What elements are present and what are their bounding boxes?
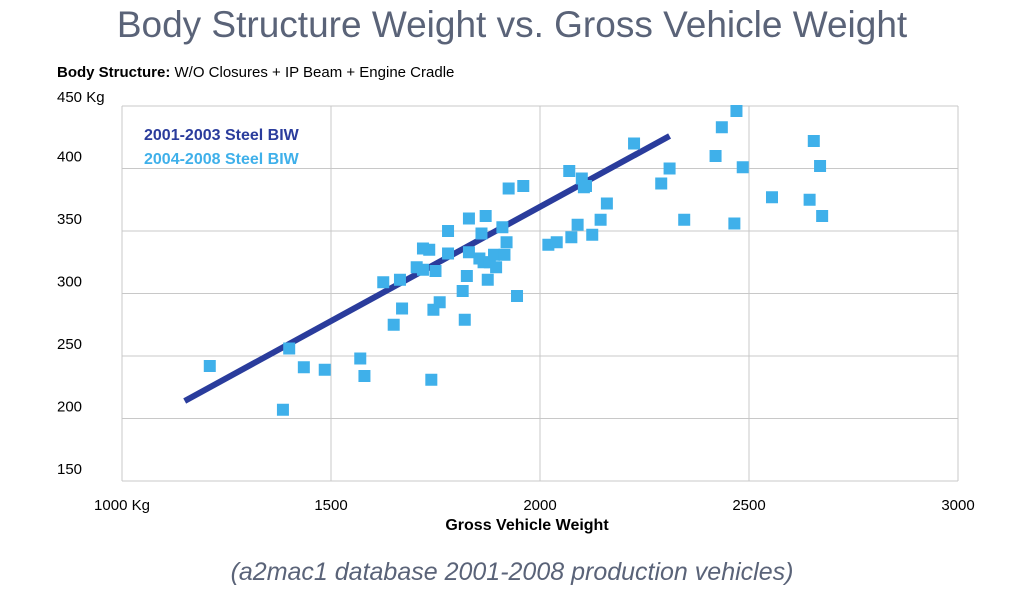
chart-subtitle: Body Structure: W/O Closures + IP Beam +… <box>57 64 454 81</box>
data-point-2004-2008 <box>816 210 829 222</box>
data-point-2004-2008 <box>393 273 406 286</box>
tick-labels: 1000 Kg 1500 2000 2500 3000 150 200 250 300 350 40… <box>57 89 975 514</box>
data-point-2004-2008 <box>765 191 778 204</box>
data-point-2004-2008 <box>550 236 563 249</box>
data-point-2004-2008 <box>481 273 494 286</box>
data-point-2004-2008 <box>586 228 599 241</box>
data-point-2004-2008 <box>377 276 390 289</box>
data-point-2004-2008 <box>496 221 509 234</box>
data-point-2004-2008 <box>354 352 367 365</box>
data-point-2004-2008 <box>736 161 749 174</box>
y-tick-label: 450 Kg <box>57 89 105 106</box>
data-point-2004-2008 <box>628 137 641 150</box>
data-point-2004-2008 <box>433 296 446 309</box>
x-tick-label: 2000 <box>523 497 556 514</box>
footnote: (a2mac1 database 2001-2008 production ve… <box>230 558 794 586</box>
data-point-2004-2008 <box>500 236 513 249</box>
x-tick-label: 2500 <box>732 497 765 514</box>
data-point-2004-2008 <box>456 285 469 297</box>
data-point-2004-2008 <box>462 212 475 225</box>
data-point-2004-2008 <box>488 248 501 261</box>
data-point-2004-2008 <box>475 227 488 240</box>
data-point-2004-2008 <box>458 313 471 326</box>
data-point-2004-2008 <box>318 363 331 376</box>
data-point-2004-2008 <box>571 218 584 231</box>
data-point-2004-2008 <box>460 270 473 282</box>
points-layer <box>203 105 829 416</box>
data-point-2004-2008 <box>502 182 515 195</box>
data-point-2004-2008 <box>600 197 613 210</box>
data-point-2004-2008 <box>511 290 524 302</box>
x-tick-label: 1000 Kg <box>94 497 150 514</box>
data-point-2004-2008 <box>814 160 827 172</box>
y-tick-label: 400 <box>57 149 82 166</box>
data-point-2004-2008 <box>425 373 438 386</box>
data-point-2004-2008 <box>203 360 216 372</box>
subtitle-rest: W/O Closures + IP Beam + Engine Cradle <box>170 64 455 81</box>
y-tick-label: 250 <box>57 336 82 353</box>
data-point-2004-2008 <box>594 213 607 226</box>
legend-entry: 2004-2008 Steel BIW <box>144 151 300 168</box>
x-axis-label: Gross Vehicle Weight <box>445 517 609 534</box>
data-point-2004-2008 <box>416 263 429 276</box>
data-point-2004-2008 <box>563 165 576 177</box>
data-point-2004-2008 <box>565 231 578 244</box>
data-point-2004-2008 <box>283 342 296 355</box>
legend-entry: 2001-2003 Steel BIW <box>144 127 300 144</box>
y-tick-label: 300 <box>57 274 82 291</box>
data-point-2004-2008 <box>479 210 492 222</box>
data-point-2004-2008 <box>715 121 728 134</box>
data-point-2004-2008 <box>709 150 722 162</box>
data-point-2004-2008 <box>728 217 741 230</box>
y-tick-label: 200 <box>57 399 82 416</box>
x-tick-label: 3000 <box>941 497 974 514</box>
data-point-2004-2008 <box>490 261 503 274</box>
data-point-2004-2008 <box>807 135 820 147</box>
data-point-2004-2008 <box>396 302 409 315</box>
data-point-2004-2008 <box>442 225 455 237</box>
data-point-2004-2008 <box>803 193 816 206</box>
data-point-2004-2008 <box>462 246 475 259</box>
page-title: Body Structure Weight vs. Gross Vehicle … <box>116 4 908 45</box>
data-point-2004-2008 <box>276 403 289 416</box>
data-point-2004-2008 <box>579 180 592 192</box>
data-point-2004-2008 <box>730 105 743 117</box>
data-point-2004-2008 <box>358 370 371 382</box>
y-tick-label: 350 <box>57 211 82 228</box>
data-point-2004-2008 <box>387 318 400 331</box>
data-point-2004-2008 <box>423 243 436 256</box>
data-point-2004-2008 <box>442 247 455 260</box>
x-tick-label: 1500 <box>314 497 347 514</box>
data-point-2004-2008 <box>498 248 511 261</box>
data-point-2004-2008 <box>663 162 676 175</box>
data-point-2004-2008 <box>678 213 691 226</box>
legend: 2001-2003 Steel BIW 2004-2008 Steel BIW <box>144 127 300 168</box>
y-tick-label: 150 <box>57 461 82 478</box>
subtitle-bold: Body Structure: <box>57 64 171 81</box>
data-point-2004-2008 <box>297 361 310 374</box>
data-point-2004-2008 <box>517 180 530 192</box>
data-point-2004-2008 <box>429 265 442 277</box>
data-point-2004-2008 <box>655 177 668 190</box>
